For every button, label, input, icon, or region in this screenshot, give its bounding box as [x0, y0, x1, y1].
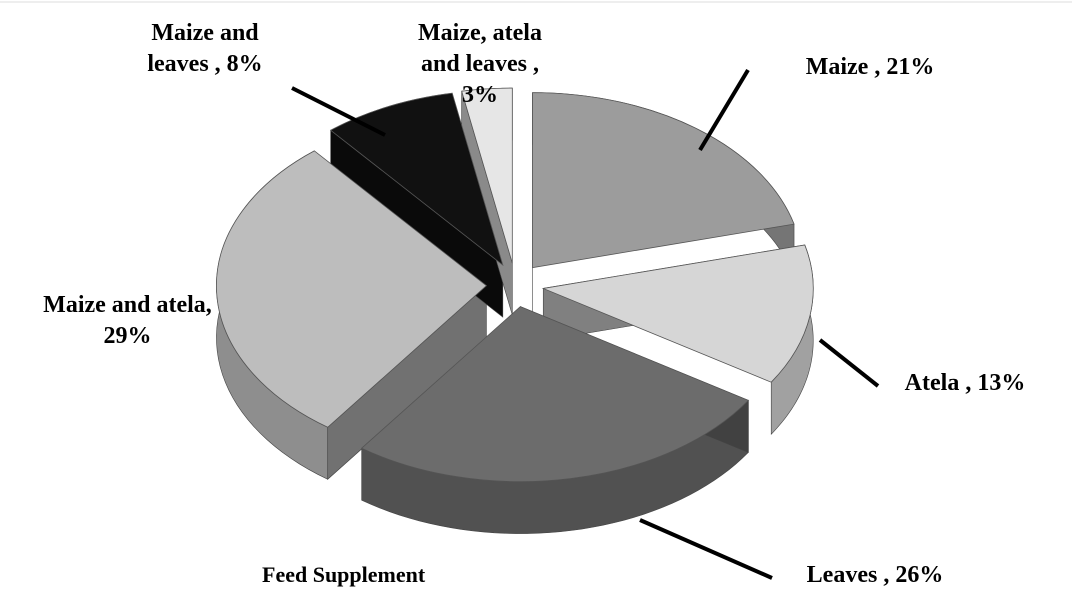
leader-line: [291, 86, 386, 137]
slice: [216, 150, 488, 428]
slice: [461, 87, 513, 264]
data-label: Maize and leaves , 8%: [147, 20, 263, 77]
leader-line: [698, 68, 750, 152]
chart-title: Feed Supplement: [262, 562, 426, 587]
data-label: Maize , 21%: [805, 54, 935, 80]
slice: [532, 92, 795, 269]
data-label: Leaves , 26%: [806, 562, 944, 588]
slice: [360, 306, 750, 482]
slice: [541, 244, 814, 383]
data-label: Maize, atela and leaves , 3%: [418, 20, 542, 108]
leader-line: [818, 338, 880, 388]
leader-line: [639, 518, 773, 580]
data-label: Atela , 13%: [904, 370, 1026, 396]
data-label: Maize and atela, 29%: [43, 292, 212, 349]
pie-tops: [216, 87, 814, 482]
slice: [329, 92, 504, 267]
